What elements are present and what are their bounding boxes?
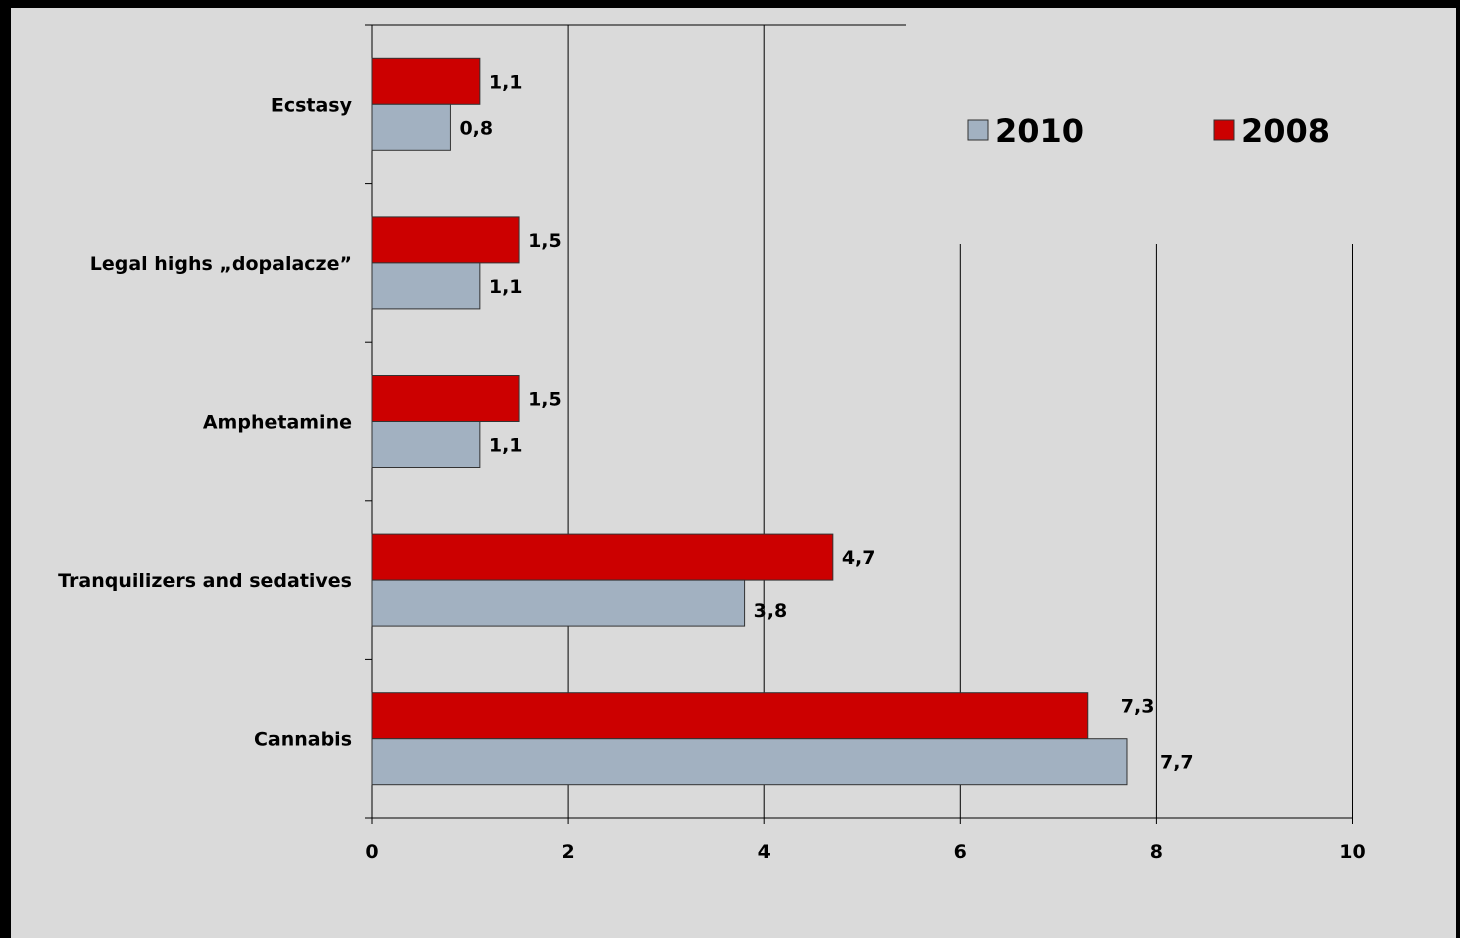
bar-2010: [371, 421, 481, 468]
bar-2010: [371, 103, 451, 151]
data-label: 0,8: [459, 117, 493, 139]
bar-2010: [371, 262, 481, 310]
data-label: 7,3: [1121, 696, 1155, 718]
data-label: 1,5: [528, 389, 562, 411]
legend-label: 2008: [1241, 112, 1330, 150]
category-label: Tranquilizers and sedatives: [58, 570, 352, 592]
bar-2008: [371, 375, 520, 422]
bar-2010: [371, 579, 746, 627]
bar-2008: [371, 216, 520, 264]
x-tick-label: 4: [758, 841, 771, 863]
bar-2008: [371, 533, 834, 581]
bar-2008: [371, 692, 1089, 740]
bar-chart: 0 2 4 6 8 10 Ecstasy 1,1 0,8 Legal highs „dopalac…: [58, 24, 1366, 863]
data-label: 1,1: [489, 71, 523, 93]
bar-2010: [371, 738, 1128, 786]
data-label: 1,1: [489, 435, 523, 457]
chart-panel: 0 2 4 6 8 10 Ecstasy 1,1 0,8 Legal highs „dopalac…: [11, 8, 1456, 938]
legend-swatch-2010: [967, 119, 989, 141]
legend-label: 2010: [995, 112, 1084, 150]
data-label: 4,7: [842, 547, 876, 569]
data-label: 1,1: [489, 276, 523, 298]
data-label: 7,7: [1160, 752, 1194, 774]
x-tick-label: 6: [954, 841, 967, 863]
data-label: 1,5: [528, 230, 562, 252]
x-tick-label: 8: [1150, 841, 1163, 863]
category-label: Cannabis: [254, 729, 352, 751]
data-label: 3,8: [754, 600, 788, 622]
category-label: Amphetamine: [203, 412, 352, 434]
x-tick-label: 10: [1339, 841, 1365, 863]
x-tick-label: 2: [561, 841, 574, 863]
legend-swatch-2008: [1213, 119, 1235, 141]
x-tick-label: 0: [365, 841, 378, 863]
category-label: Ecstasy: [271, 94, 353, 116]
bar-2008: [371, 57, 481, 105]
category-label: Legal highs „dopalacze”: [90, 253, 352, 275]
